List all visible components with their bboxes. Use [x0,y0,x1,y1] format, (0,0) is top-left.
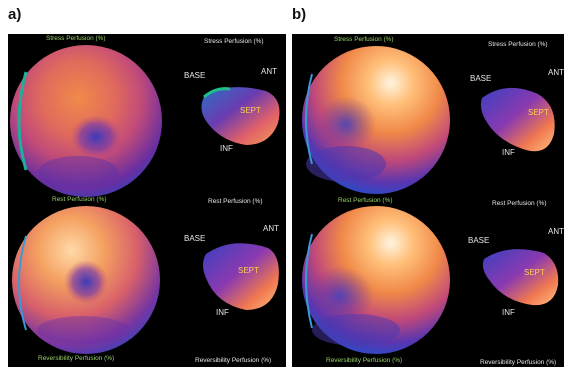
rest-perfusion-label-right: Rest Perfusion (%) [492,200,547,207]
panel-a-letter: a) [8,6,22,23]
stress-perfusion-label-right: Stress Perfusion (%) [488,41,548,48]
panel-a: Stress Perfusion (%) Stress Perfusion (%… [8,34,286,367]
ant-label: ANT [261,67,277,76]
rest-3d-heart [203,243,279,310]
base-label: BASE [184,234,206,243]
inf-label: INF [502,308,515,317]
reversibility-perfusion-label: Reversibility Perfusion (%) [326,357,403,364]
stress-polar-map [302,46,450,194]
sept-label: SEPT [240,106,261,115]
sept-label: SEPT [528,108,549,117]
stress-3d-heart [201,87,280,145]
stress-perfusion-label: Stress Perfusion (%) [46,35,106,42]
reversibility-perfusion-label: Reversibility Perfusion (%) [38,355,115,362]
rest-polar-map [302,206,450,354]
sept-label: SEPT [238,266,259,275]
panel-b: Stress Perfusion (%) Stress Perfusion (%… [292,34,564,367]
ant-label: ANT [548,68,564,77]
sept-label: SEPT [524,268,545,277]
inf-label: INF [502,148,515,157]
rest-perfusion-label: Rest Perfusion (%) [338,197,393,204]
panel-b-letter: b) [292,6,307,23]
stress-perfusion-label-right: Stress Perfusion (%) [204,38,264,45]
stress-polar-map [10,45,162,197]
stress-perfusion-label: Stress Perfusion (%) [334,36,394,43]
rest-polar-map [12,206,160,354]
inf-label: INF [220,144,233,153]
base-label: BASE [184,71,206,80]
ant-label: ANT [263,224,279,233]
ant-label: ANT [548,227,564,236]
base-label: BASE [470,74,492,83]
rest-perfusion-label: Rest Perfusion (%) [52,196,107,203]
base-label: BASE [468,236,490,245]
rest-3d-heart [482,249,559,306]
rest-perfusion-label-right: Rest Perfusion (%) [208,198,263,205]
inf-label: INF [216,308,229,317]
reversibility-perfusion-label-right: Reversibility Perfusion (%) [195,357,272,364]
stress-3d-heart [480,87,555,152]
reversibility-perfusion-label-right: Reversibility Perfusion (%) [480,359,557,366]
